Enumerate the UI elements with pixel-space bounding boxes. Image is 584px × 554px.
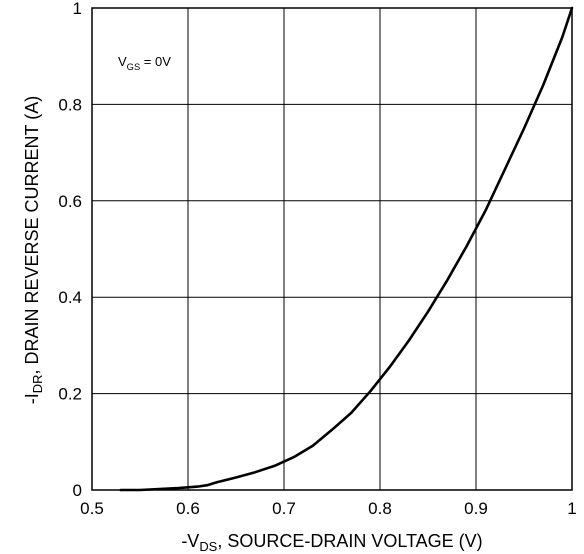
plot-frame (91, 7, 573, 491)
y-tick-label: 1 (73, 0, 82, 18)
x-axis-label-subscript: DS (199, 539, 217, 554)
x-tick-label: 0.7 (272, 499, 296, 518)
x-tick-label: 0.9 (464, 499, 488, 518)
x-axis-label: -VDS, SOURCE-DRAIN VOLTAGE (V) (181, 531, 482, 554)
x-tick-label: 0.6 (176, 499, 200, 518)
annotation-rest: = 0V (140, 54, 171, 69)
x-axis-label-rest: , SOURCE-DRAIN VOLTAGE (V) (217, 531, 482, 551)
x-tick-labels: 0.5 0.6 0.7 0.8 0.9 1 (80, 499, 577, 518)
x-tick-label: 0.5 (80, 499, 104, 518)
grid (92, 8, 572, 490)
x-tick-label: 0.8 (368, 499, 392, 518)
series-line (119, 6, 574, 492)
y-axis-label-main: -I (22, 393, 42, 404)
y-axis-label-rest: , DRAIN REVERSE CURRENT (A) (22, 96, 42, 375)
annotation-subscript: GS (127, 62, 141, 72)
y-tick-label: 0.2 (58, 385, 82, 404)
x-axis-label-main: -V (181, 531, 199, 551)
x-tick-label: 1 (567, 499, 576, 518)
y-tick-label: 0.4 (58, 288, 82, 307)
annotation-main: V (118, 54, 127, 69)
y-tick-label: 0 (73, 481, 82, 500)
y-tick-label: 0.6 (58, 192, 82, 211)
y-axis-label-subscript: DR (30, 374, 45, 393)
annotation: VGS = 0V (118, 54, 171, 72)
y-tick-label: 0.8 (58, 95, 82, 114)
y-axis-label: -IDR, DRAIN REVERSE CURRENT (A) (22, 96, 45, 404)
y-tick-labels: 0 0.2 0.4 0.6 0.8 1 (58, 0, 82, 500)
